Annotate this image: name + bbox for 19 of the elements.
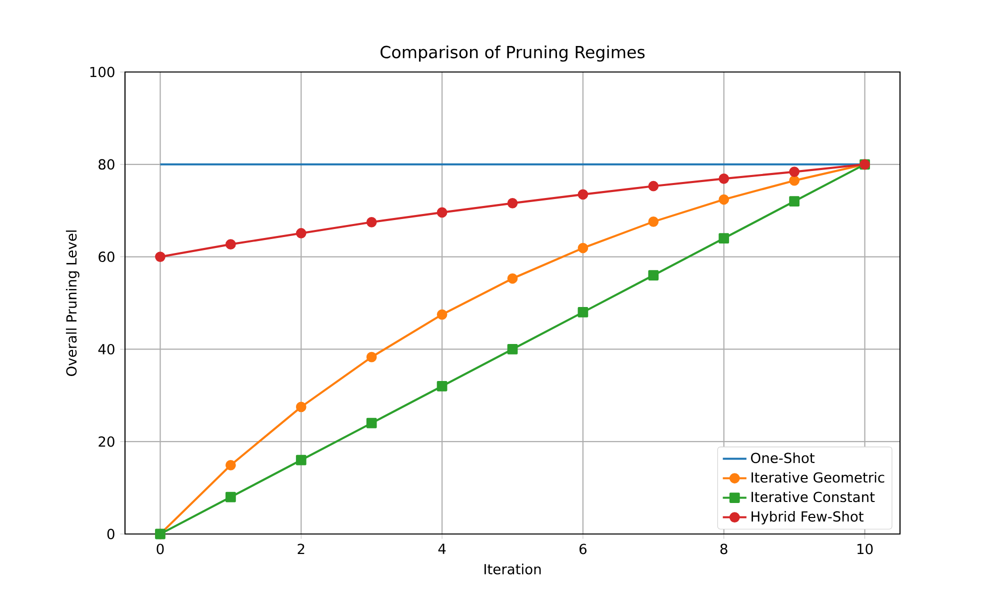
chart-title: Comparison of Pruning Regimes (380, 46, 645, 62)
y-tick-label: 40 (98, 344, 114, 354)
x-tick-label: 10 (857, 544, 873, 554)
x-tick-label: 4 (438, 544, 446, 554)
y-tick-label: 20 (98, 436, 114, 447)
x-tick-label: 8 (720, 544, 728, 554)
y-tick-label: 60 (98, 252, 114, 262)
legend-label: Hybrid Few-Shot (752, 510, 864, 524)
x-tick-label: 2 (298, 544, 304, 554)
x-tick-label: 6 (580, 544, 586, 554)
y-axis-title: Overall Pruning Level (66, 230, 80, 376)
y-tick-label: 100 (90, 66, 114, 78)
legend-label: Iterative Constant (752, 491, 875, 502)
x-tick-label: 0 (156, 544, 164, 554)
y-tick-label: 80 (98, 159, 114, 170)
legend-label: One-Shot (751, 452, 815, 464)
legend-label: Iterative Geometric (752, 472, 884, 483)
y-tick-label: 0 (107, 528, 114, 540)
x-axis-title: Iteration (484, 564, 541, 574)
